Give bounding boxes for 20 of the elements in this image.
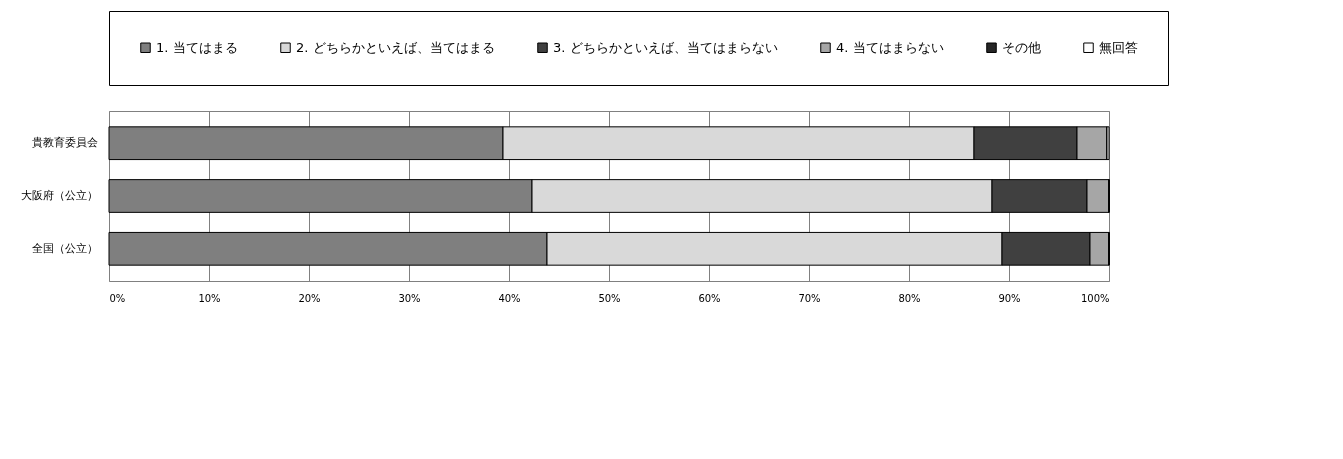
- x-tick-label: 10%: [198, 292, 221, 304]
- x-tick-label: 80%: [898, 292, 921, 304]
- x-tick-label: 40%: [498, 292, 521, 304]
- x-tick-label: 30%: [398, 292, 421, 304]
- legend-label: 2. どちらかといえば、当てはまる: [296, 39, 495, 55]
- x-tick-label: 50%: [598, 292, 621, 304]
- y-tick-label: 貴教育委員会: [31, 136, 98, 150]
- x-tick-label: 90%: [998, 292, 1021, 304]
- x-tick-label: 60%: [698, 292, 721, 304]
- x-tick-label: 100%: [1080, 292, 1110, 304]
- legend-label: 1. 当てはまる: [156, 39, 238, 55]
- y-tick-label: 全国（公立）: [31, 241, 98, 255]
- legend-label: 無回答: [1099, 39, 1138, 55]
- x-tick-label: 70%: [798, 292, 821, 304]
- x-tick-label: 0%: [109, 292, 126, 304]
- legend-label: その他: [1002, 39, 1041, 55]
- legend-label: 4. 当てはまらない: [836, 39, 944, 55]
- x-tick-label: 20%: [298, 292, 321, 304]
- legend-label: 3. どちらかといえば、当てはまらない: [553, 39, 778, 55]
- y-tick-label: 大阪府（公立）: [20, 189, 98, 202]
